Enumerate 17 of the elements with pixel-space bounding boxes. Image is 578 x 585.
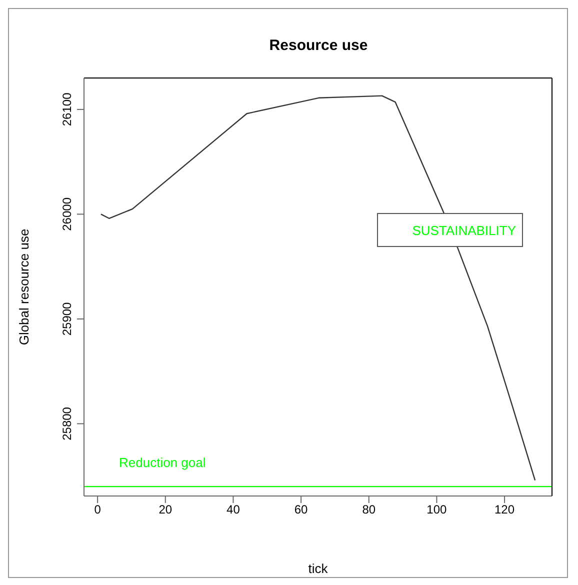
x-tick-label: 100	[426, 502, 448, 517]
x-tick-label: 0	[94, 502, 102, 517]
x-tick-label: 60	[294, 502, 308, 517]
y-tick-label: 26000	[60, 197, 74, 231]
text-box: SUSTAINABILITY	[377, 213, 523, 247]
y-tick-label: 25800	[60, 406, 74, 440]
y-axis-title: Global resource use	[16, 228, 32, 346]
x-tick-label: 80	[362, 502, 376, 517]
y-tick-label: 26100	[60, 92, 74, 126]
line-series	[100, 95, 536, 481]
chart-title: Resource use	[268, 37, 369, 54]
x-axis-title: tick	[308, 561, 328, 576]
x-tick-label: 20	[158, 502, 172, 517]
y-tick-label: 25900	[60, 302, 74, 336]
x-tick-label: 40	[226, 502, 240, 517]
ref-line-label: Reduction goal	[119, 454, 206, 470]
x-tick-label: 120	[494, 502, 515, 517]
